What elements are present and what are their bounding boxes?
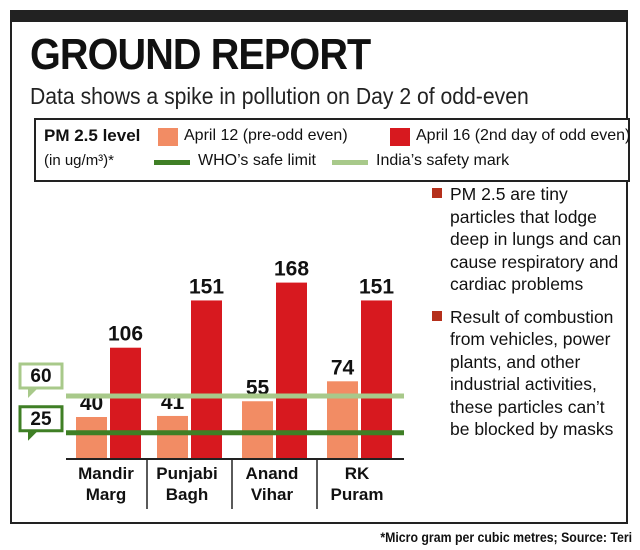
who-limit-line-tag bbox=[18, 405, 64, 433]
note-item: PM 2.5 are tiny particles that lodge dee… bbox=[432, 183, 622, 296]
legend-swatch-who-line bbox=[154, 160, 190, 165]
bullet-icon bbox=[432, 188, 442, 198]
india-limit-line-tag-pointer bbox=[28, 388, 38, 398]
page-title: GROUND REPORT bbox=[30, 30, 371, 79]
legend-unit: (in ug/m³)* bbox=[44, 152, 115, 169]
note-text: PM 2.5 are tiny particles that lodge dee… bbox=[450, 184, 622, 294]
value-label-series1-3: 74 bbox=[331, 356, 355, 379]
top-rule bbox=[12, 12, 626, 22]
category-label-3-1: Puram bbox=[331, 485, 384, 504]
value-label-series2-2: 168 bbox=[274, 258, 309, 281]
chart-legend: PM 2.5 level (in ug/m³)* April 12 (pre-o… bbox=[34, 118, 630, 182]
bar-series2-0 bbox=[110, 347, 141, 459]
bar-series1-2 bbox=[242, 401, 273, 459]
category-label-2-0: Anand bbox=[246, 464, 299, 483]
bullet-icon bbox=[432, 310, 442, 321]
legend-who-label: WHO’s safe limit bbox=[198, 152, 316, 169]
legend-swatch-series1 bbox=[158, 128, 178, 146]
notes-panel: PM 2.5 are tiny particles that lodge dee… bbox=[432, 183, 622, 451]
category-label-3-0: RK bbox=[345, 464, 370, 483]
bar-series1-1 bbox=[157, 415, 188, 459]
category-label-2-1: Vihar bbox=[251, 485, 294, 504]
legend-series1-label: April 12 (pre-odd even) bbox=[184, 127, 348, 144]
value-label-series2-0: 106 bbox=[108, 323, 143, 346]
category-label-0-1: Marg bbox=[86, 485, 127, 504]
category-label-1-1: Bagh bbox=[166, 485, 209, 504]
legend-swatch-series2 bbox=[390, 128, 410, 146]
value-label-series2-3: 151 bbox=[359, 275, 394, 298]
bar-series2-2 bbox=[276, 282, 307, 459]
who-limit-line-value: 25 bbox=[30, 409, 52, 430]
value-label-series2-1: 151 bbox=[189, 275, 224, 298]
india-limit-line-value: 60 bbox=[30, 366, 51, 387]
legend-swatch-india-line bbox=[332, 160, 368, 165]
india-limit-line-tag bbox=[18, 362, 64, 390]
bar-series1-0 bbox=[76, 417, 107, 459]
category-label-1-0: Punjabi bbox=[156, 464, 217, 483]
note-text: Result of combustion from vehicles, powe… bbox=[450, 306, 614, 440]
bar-series1-3 bbox=[327, 381, 358, 459]
legend-india-label: India’s safety mark bbox=[376, 152, 510, 169]
footnote: *Micro gram per cubic metres; Source: Te… bbox=[380, 529, 632, 545]
page-subtitle: Data shows a spike in pollution on Day 2… bbox=[30, 83, 529, 109]
legend-series2-label: April 16 (2nd day of odd even) bbox=[416, 127, 631, 144]
legend-title: PM 2.5 level bbox=[44, 126, 141, 145]
who-limit-line-tag-pointer bbox=[28, 430, 38, 441]
category-label-0-0: Mandir bbox=[78, 464, 134, 483]
note-item: Result of combustion from vehicles, powe… bbox=[432, 306, 622, 441]
